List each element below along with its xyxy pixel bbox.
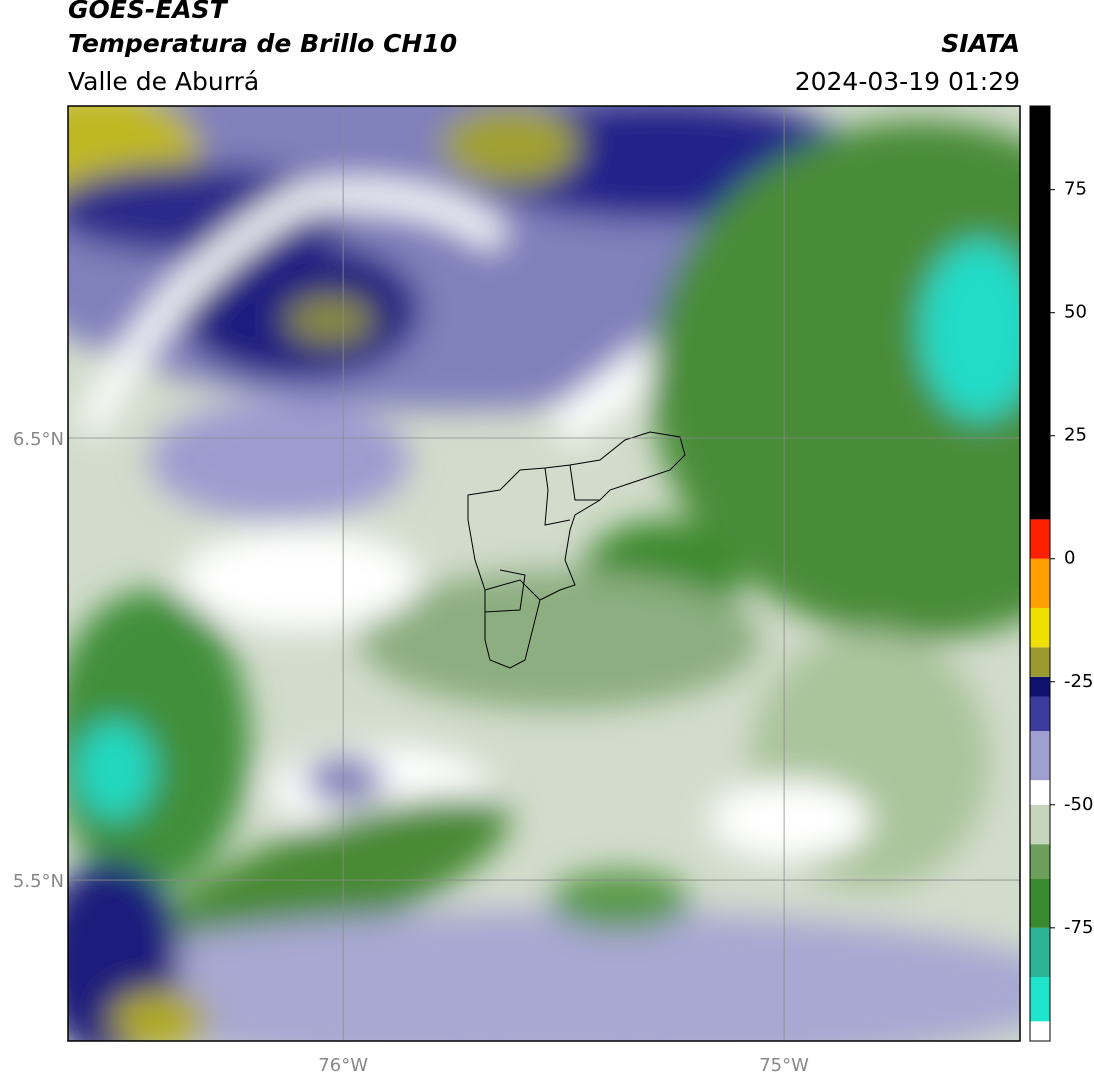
colorbar-segment xyxy=(1030,106,1050,520)
source: SIATA xyxy=(941,29,1020,58)
title: Temperatura de Brillo CH10 xyxy=(68,29,457,58)
colorbar-tick-label: 50 xyxy=(1064,302,1087,323)
y-tick-label: 5.5°N xyxy=(13,871,64,892)
map-frame xyxy=(67,105,1021,1042)
y-tick-label: 6.5°N xyxy=(13,429,64,450)
colorbar-segment xyxy=(1030,519,1050,559)
colorbar-segment xyxy=(1030,558,1050,608)
colorbar-tick-label: -50 xyxy=(1064,794,1093,815)
colorbar-segment xyxy=(1030,1021,1050,1041)
region: Valle de Aburrá xyxy=(68,67,259,96)
colorbar-segment xyxy=(1030,647,1050,677)
colorbar-segment xyxy=(1030,977,1050,1022)
grid xyxy=(68,106,1020,1041)
colorbar-segment xyxy=(1030,607,1050,648)
colorbar-tick-label: -75 xyxy=(1064,917,1093,938)
colorbar-segment xyxy=(1030,676,1050,697)
colorbar-tick-label: 0 xyxy=(1064,548,1075,569)
product: GOES-EAST xyxy=(68,0,229,24)
colorbar-segment xyxy=(1030,780,1050,805)
colorbar-tick-label: -25 xyxy=(1064,671,1093,692)
x-tick-label: 75°W xyxy=(759,1055,809,1076)
colorbar-tick-label: 25 xyxy=(1064,425,1087,446)
colorbar-frame xyxy=(1029,105,1051,1042)
colorbar-segment xyxy=(1030,730,1050,781)
datetime: 2024-03-19 01:29 xyxy=(795,67,1020,96)
colorbar-segment xyxy=(1030,804,1050,845)
colorbar-tick-label: 75 xyxy=(1064,179,1087,200)
colorbar-segment xyxy=(1030,878,1050,928)
imagery xyxy=(68,106,1020,1041)
valley-outline xyxy=(467,431,686,669)
colorbar-segment xyxy=(1030,844,1050,879)
colorbar-segment xyxy=(1030,927,1050,978)
x-tick-label: 76°W xyxy=(318,1055,368,1076)
colorbar-segment xyxy=(1030,696,1050,731)
